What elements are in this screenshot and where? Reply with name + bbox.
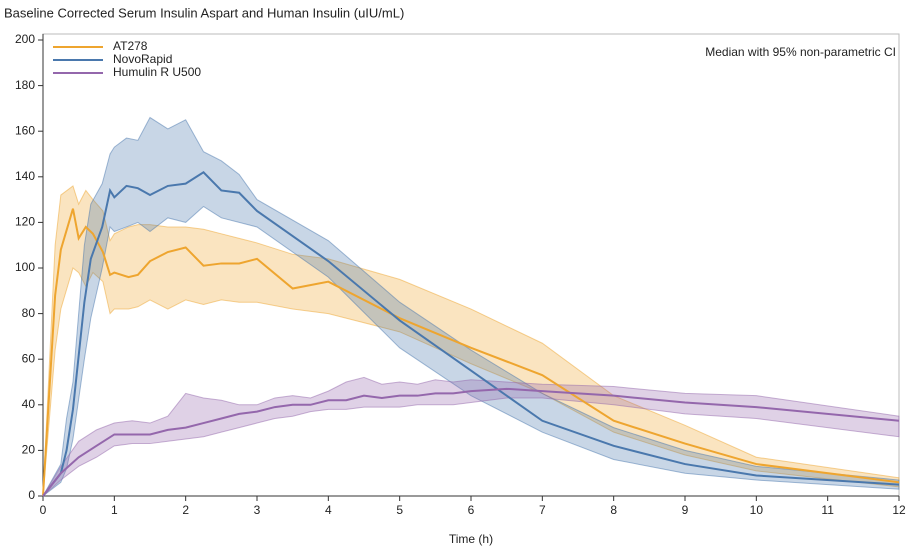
y-tick-label: 160 bbox=[15, 123, 35, 137]
x-tick-label: 6 bbox=[468, 503, 475, 517]
y-tick-label: 140 bbox=[15, 169, 35, 183]
x-tick-label: 4 bbox=[325, 503, 332, 517]
median-line bbox=[42, 208, 900, 497]
y-tick-label: 20 bbox=[22, 443, 36, 457]
x-tick-label: 10 bbox=[750, 503, 764, 517]
y-tick-label: 100 bbox=[15, 260, 35, 274]
legend-label: AT278 bbox=[113, 39, 148, 53]
y-tick-label: 80 bbox=[22, 306, 36, 320]
x-tick-label: 3 bbox=[254, 503, 261, 517]
y-tick-label: 120 bbox=[15, 215, 35, 229]
x-tick-label: 12 bbox=[892, 503, 906, 517]
y-tick-label: 60 bbox=[22, 351, 36, 365]
y-tick-label: 40 bbox=[22, 397, 36, 411]
median-line bbox=[42, 170, 900, 497]
x-tick-label: 5 bbox=[396, 503, 403, 517]
x-tick-label: 1 bbox=[111, 503, 118, 517]
chart-title: Baseline Corrected Serum Insulin Aspart … bbox=[4, 5, 404, 20]
x-tick-label: 2 bbox=[182, 503, 189, 517]
x-axis-label: Time (h) bbox=[449, 532, 493, 546]
median-line bbox=[42, 387, 900, 497]
ci-band bbox=[42, 185, 900, 497]
y-tick-label: 180 bbox=[15, 78, 35, 92]
x-tick-label: 11 bbox=[821, 503, 834, 517]
x-tick-label: 8 bbox=[610, 503, 617, 517]
y-tick-label: 200 bbox=[15, 32, 35, 46]
legend-label: NovoRapid bbox=[113, 52, 172, 66]
x-tick-label: 7 bbox=[539, 503, 546, 517]
annotation: Median with 95% non-parametric CI bbox=[705, 45, 896, 59]
y-tick-label: 0 bbox=[28, 488, 35, 502]
bands bbox=[42, 116, 900, 497]
lines bbox=[42, 170, 900, 497]
x-tick-label: 0 bbox=[40, 503, 47, 517]
legend-label: Humulin R U500 bbox=[113, 65, 201, 79]
x-tick-label: 9 bbox=[682, 503, 689, 517]
ci-band bbox=[42, 376, 900, 497]
